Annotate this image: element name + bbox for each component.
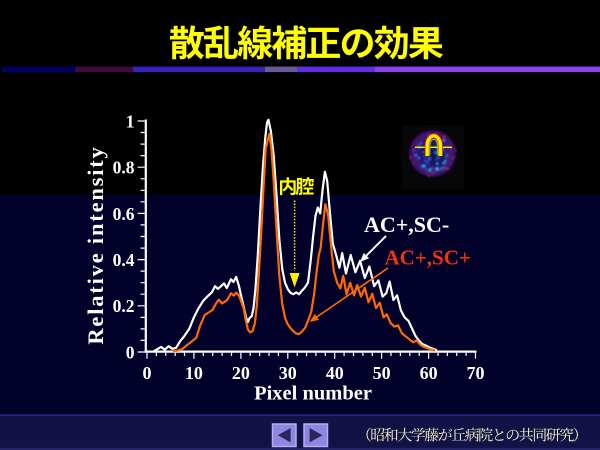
svg-text:60: 60 bbox=[420, 363, 438, 383]
svg-text:AC+,SC-: AC+,SC- bbox=[364, 212, 449, 237]
svg-text:0.4: 0.4 bbox=[113, 250, 135, 270]
svg-text:0.6: 0.6 bbox=[113, 204, 135, 224]
svg-text:Pixel number: Pixel number bbox=[254, 383, 372, 405]
svg-text:50: 50 bbox=[373, 363, 391, 383]
svg-text:30: 30 bbox=[279, 363, 297, 383]
svg-text:0: 0 bbox=[126, 342, 135, 362]
svg-text:0.8: 0.8 bbox=[113, 158, 135, 178]
svg-text:AC+,SC+: AC+,SC+ bbox=[385, 246, 471, 270]
svg-text:1: 1 bbox=[126, 111, 135, 131]
svg-text:10: 10 bbox=[185, 363, 203, 383]
svg-text:0.2: 0.2 bbox=[113, 296, 135, 316]
svg-text:40: 40 bbox=[326, 363, 344, 383]
svg-text:20: 20 bbox=[232, 363, 250, 383]
svg-text:Relative intensity: Relative intensity bbox=[83, 145, 108, 344]
svg-text:70: 70 bbox=[467, 363, 485, 383]
svg-text:0: 0 bbox=[143, 363, 152, 383]
